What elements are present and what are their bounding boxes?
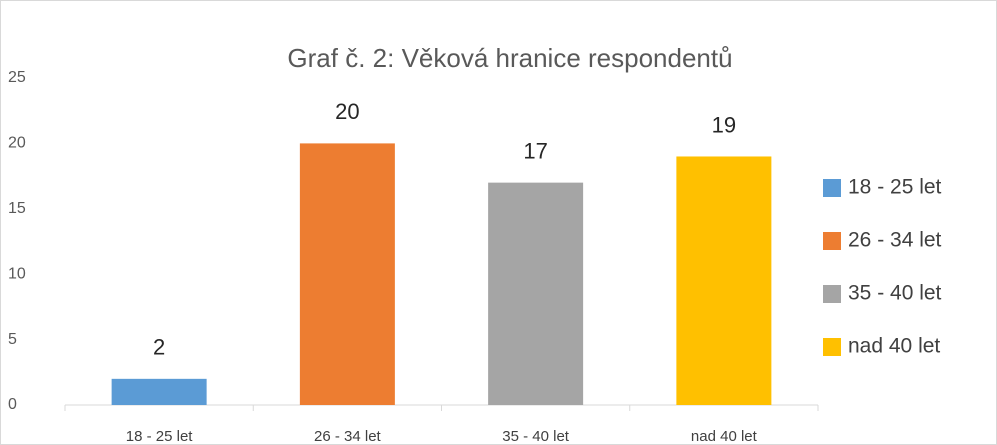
x-tick-label: 18 - 25 let [126, 428, 194, 445]
y-tick-label: 25 [8, 69, 26, 86]
legend-label: 26 - 34 let [848, 229, 942, 252]
y-tick-label: 20 [8, 135, 26, 152]
legend-swatch [823, 285, 841, 303]
bar [111, 378, 207, 405]
y-tick-label: 15 [8, 200, 26, 217]
legend-label: 18 - 25 let [848, 176, 942, 199]
legend-label: 35 - 40 let [848, 282, 942, 305]
value-label: 17 [523, 138, 547, 163]
bar [299, 143, 395, 405]
x-tick-label: nad 40 let [691, 428, 758, 445]
legend-swatch [823, 232, 841, 250]
value-label: 2 [153, 335, 165, 360]
y-tick-label: 10 [8, 265, 26, 282]
value-label: 20 [335, 99, 359, 124]
bar [488, 182, 584, 405]
x-tick-label: 35 - 40 let [502, 428, 570, 445]
y-tick-label: 5 [8, 331, 17, 348]
legend-label: nad 40 let [848, 335, 940, 358]
x-tick-label: 26 - 34 let [314, 428, 382, 445]
y-tick-label: 0 [8, 396, 17, 413]
chart-title: Graf č. 2: Věková hranice respondentů [287, 43, 732, 73]
legend-swatch [823, 179, 841, 197]
value-label: 19 [712, 112, 736, 137]
legend-swatch [823, 338, 841, 356]
bar [676, 156, 772, 405]
